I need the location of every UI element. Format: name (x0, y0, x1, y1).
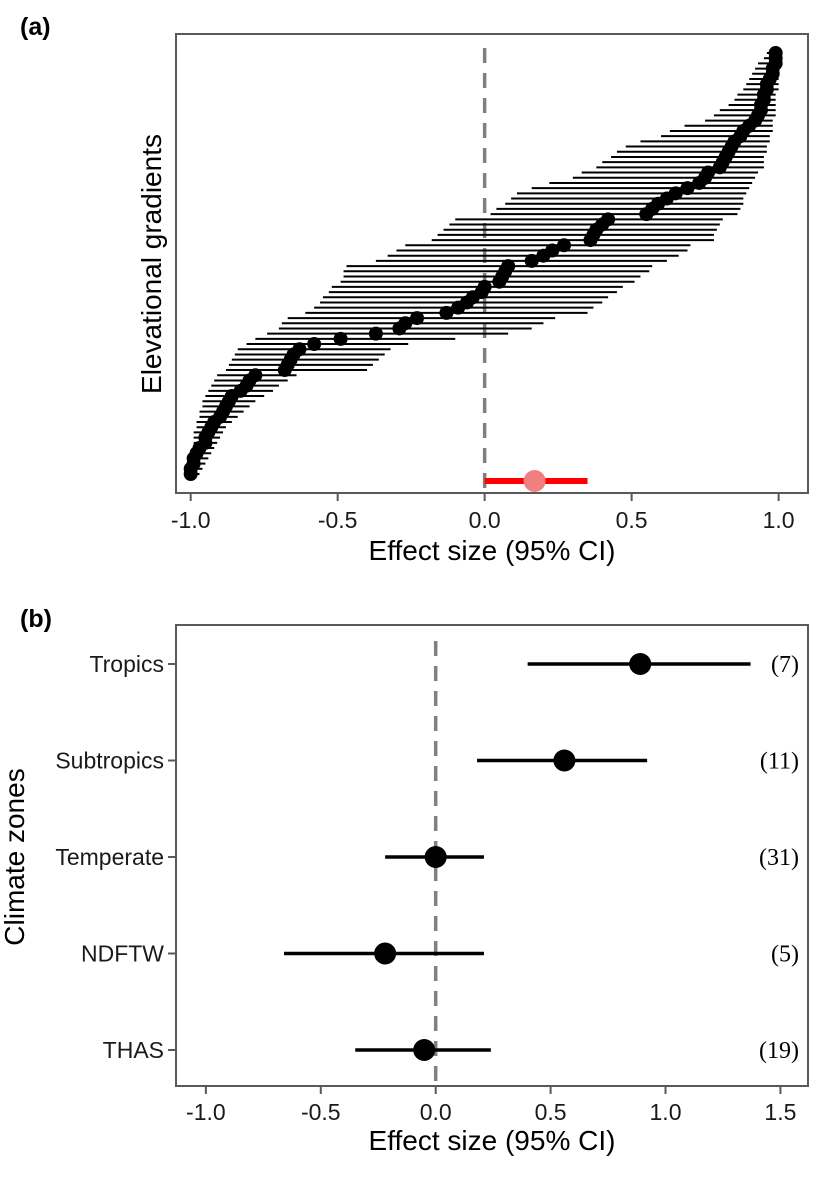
panel-b-label: (b) (20, 605, 52, 633)
study-point (768, 46, 783, 60)
panel-a-x-tick-label: -0.5 (318, 507, 358, 533)
study-point (368, 326, 383, 341)
panel-b-x-tick-label: -0.5 (301, 1099, 341, 1125)
zone-point (374, 942, 397, 965)
panel-a-x-title: Effect size (95% CI) (369, 535, 616, 566)
zone-label: Tropics (89, 651, 164, 677)
zone-point (629, 653, 652, 675)
zone-count: (7) (771, 652, 799, 678)
panel-b-x-axis: -1.0 -0.5 0.0 0.5 1.0 1.5 (186, 1086, 796, 1125)
zone-point (424, 846, 447, 868)
study-point (439, 305, 454, 320)
panel-a-label: (a) (20, 13, 51, 41)
panel-b-x-tick-label: 0.0 (420, 1099, 452, 1125)
panel-b-rows: Tropics (7) Subtropics (11) Temperate (31) NDF… (55, 651, 799, 1064)
study-point (307, 337, 322, 352)
panel-b-x-tick-label: 1.5 (764, 1099, 796, 1125)
zone-point (413, 1039, 436, 1061)
study-point (333, 331, 348, 346)
zone-label: Temperate (55, 844, 164, 870)
study-point (248, 368, 263, 383)
panel-a-frame (175, 33, 809, 494)
study-point (501, 259, 516, 274)
panel-a-x-tick-label: 0.0 (469, 507, 501, 533)
panel-b-y-title: Climate zones (0, 768, 30, 945)
study-point (557, 238, 572, 253)
zone-label: NDFTW (81, 941, 164, 967)
overall-effect-point (523, 470, 546, 492)
panel-b: (b) -1.0 -0.5 0.0 0.5 1.0 1.5 Effect size (95… (0, 605, 809, 1156)
study-point (668, 186, 683, 201)
zone-count: (19) (759, 1038, 799, 1064)
panel-b-x-tick-label: 1.0 (650, 1099, 682, 1125)
panel-a-x-axis: -1.0 -0.5 0.0 0.5 1.0 (171, 493, 795, 533)
study-point (601, 212, 616, 227)
study-point (701, 165, 716, 180)
panel-b-x-title: Effect size (95% CI) (369, 1125, 616, 1156)
panel-b-frame (175, 624, 809, 1087)
zone-label: Subtropics (55, 748, 164, 774)
panel-a-x-tick-label: 0.5 (616, 507, 648, 533)
panel-a: (a) -1.0 -0.5 0.0 0.5 1.0 Effect size (95% C… (20, 13, 809, 566)
panel-b-x-tick-label: -1.0 (186, 1099, 226, 1125)
study-point (680, 181, 695, 196)
study-point (398, 316, 413, 331)
study-point (410, 311, 425, 326)
zone-point (553, 749, 576, 772)
panel-a-x-tick-label: -1.0 (171, 507, 211, 533)
study-point (477, 279, 492, 294)
study-point (524, 253, 539, 268)
zone-label: THAS (103, 1037, 164, 1063)
zone-count: (11) (760, 749, 799, 775)
panel-a-x-tick-label: 1.0 (763, 507, 795, 533)
zone-count: (31) (759, 845, 799, 871)
panel-a-y-title: Elevational gradients (136, 134, 167, 394)
study-point (545, 243, 560, 258)
zone-count: (5) (771, 942, 799, 968)
panel-a-study-points (183, 46, 783, 481)
panel-b-x-tick-label: 0.5 (535, 1099, 567, 1125)
study-point (292, 342, 307, 357)
